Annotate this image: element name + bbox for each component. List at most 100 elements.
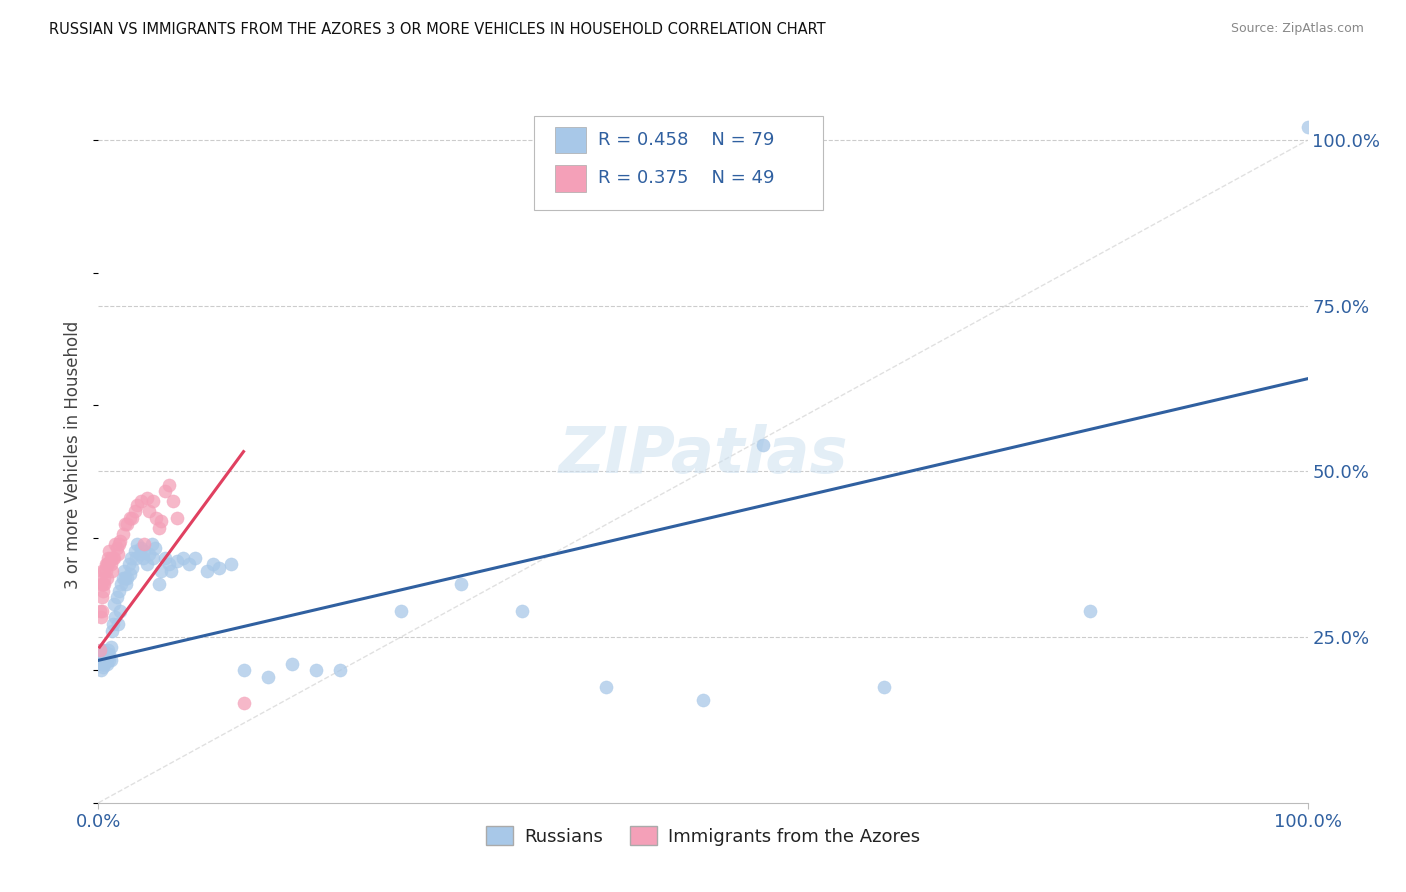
Point bbox=[89, 650, 111, 665]
Point bbox=[132, 550, 155, 565]
Point bbox=[89, 604, 111, 618]
Point bbox=[873, 680, 896, 694]
Point bbox=[595, 680, 617, 694]
Point bbox=[111, 570, 134, 584]
Point bbox=[150, 514, 173, 528]
Point bbox=[162, 494, 184, 508]
Point bbox=[97, 650, 120, 665]
Point bbox=[91, 650, 114, 665]
Point bbox=[114, 570, 136, 584]
Point bbox=[389, 604, 412, 618]
Text: RUSSIAN VS IMMIGRANTS FROM THE AZORES 3 OR MORE VEHICLES IN HOUSEHOLD CORRELATIO: RUSSIAN VS IMMIGRANTS FROM THE AZORES 3 … bbox=[49, 22, 825, 37]
Point bbox=[98, 653, 121, 667]
Point bbox=[143, 541, 166, 555]
Point bbox=[89, 643, 111, 657]
Point bbox=[90, 610, 112, 624]
Point bbox=[125, 550, 148, 565]
Point bbox=[91, 653, 114, 667]
Point bbox=[145, 511, 167, 525]
Point bbox=[281, 657, 304, 671]
Point bbox=[153, 550, 176, 565]
Point bbox=[112, 564, 135, 578]
Point bbox=[124, 504, 146, 518]
Point bbox=[90, 577, 112, 591]
Point bbox=[96, 657, 118, 671]
Point bbox=[108, 583, 131, 598]
Point bbox=[97, 550, 120, 565]
Point bbox=[108, 604, 131, 618]
Point bbox=[93, 647, 115, 661]
Point bbox=[138, 504, 160, 518]
Point bbox=[93, 570, 115, 584]
Point bbox=[100, 640, 122, 654]
Point bbox=[98, 544, 121, 558]
Point bbox=[256, 670, 278, 684]
Point bbox=[91, 660, 114, 674]
Point bbox=[105, 541, 128, 555]
Point bbox=[135, 558, 157, 572]
Point bbox=[135, 491, 157, 505]
Point bbox=[134, 544, 156, 558]
Point bbox=[100, 564, 122, 578]
Point bbox=[118, 567, 141, 582]
Point bbox=[97, 643, 120, 657]
Text: Source: ZipAtlas.com: Source: ZipAtlas.com bbox=[1230, 22, 1364, 36]
Point bbox=[232, 663, 254, 677]
Point bbox=[179, 558, 201, 572]
Point bbox=[94, 558, 117, 572]
Point bbox=[108, 537, 131, 551]
Point bbox=[172, 550, 194, 565]
Point bbox=[150, 564, 173, 578]
Point bbox=[195, 564, 218, 578]
Point bbox=[94, 564, 117, 578]
Point bbox=[100, 558, 122, 572]
Text: R = 0.458    N = 79: R = 0.458 N = 79 bbox=[598, 131, 773, 149]
Point bbox=[101, 550, 124, 565]
Point bbox=[91, 657, 114, 671]
Point bbox=[134, 537, 156, 551]
Text: R = 0.375    N = 49: R = 0.375 N = 49 bbox=[598, 169, 775, 187]
Point bbox=[114, 517, 136, 532]
Point bbox=[142, 550, 165, 565]
Point bbox=[97, 558, 120, 572]
Point bbox=[96, 647, 118, 661]
Point bbox=[91, 591, 114, 605]
Point bbox=[148, 577, 170, 591]
Point bbox=[127, 498, 149, 512]
Point bbox=[96, 558, 118, 572]
Point bbox=[121, 560, 143, 574]
Point bbox=[91, 577, 114, 591]
Point bbox=[118, 511, 141, 525]
Point bbox=[166, 511, 188, 525]
Point bbox=[232, 697, 254, 711]
Point bbox=[91, 647, 114, 661]
Text: ZIPatlas: ZIPatlas bbox=[558, 424, 848, 486]
Legend: Russians, Immigrants from the Azores: Russians, Immigrants from the Azores bbox=[479, 819, 927, 853]
Point bbox=[202, 558, 225, 572]
Point bbox=[91, 583, 114, 598]
Point bbox=[138, 547, 160, 561]
Point bbox=[450, 577, 472, 591]
Point bbox=[93, 564, 115, 578]
Point bbox=[100, 653, 122, 667]
Point bbox=[107, 547, 129, 561]
Point bbox=[752, 438, 775, 452]
Point bbox=[111, 527, 134, 541]
Point bbox=[153, 484, 176, 499]
Point bbox=[105, 591, 128, 605]
Point bbox=[128, 547, 150, 561]
Point bbox=[208, 560, 231, 574]
Point bbox=[90, 643, 112, 657]
Point bbox=[129, 494, 152, 508]
Point bbox=[157, 558, 180, 572]
Point bbox=[91, 604, 114, 618]
Point bbox=[1078, 604, 1101, 618]
Point bbox=[510, 604, 533, 618]
Point bbox=[104, 537, 127, 551]
Point bbox=[129, 541, 152, 555]
Point bbox=[93, 653, 115, 667]
Point bbox=[108, 534, 131, 549]
Point bbox=[124, 544, 146, 558]
Point bbox=[103, 597, 125, 611]
Point bbox=[101, 616, 124, 631]
